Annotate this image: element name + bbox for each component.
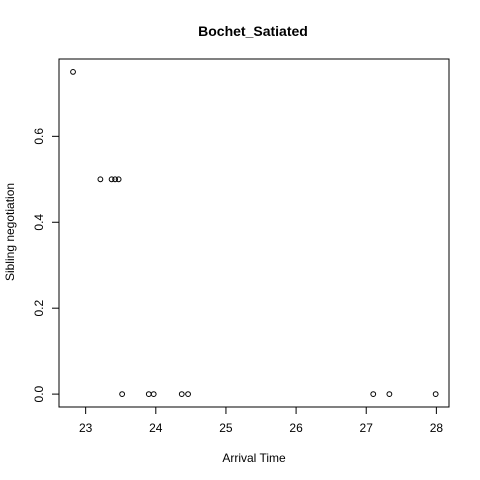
data-point	[150, 391, 157, 398]
data-point	[386, 391, 393, 398]
x-tick-label: 27	[360, 421, 374, 435]
x-tick-label: 28	[430, 421, 444, 435]
x-axis: 23 24 25 26 27 28	[79, 407, 443, 435]
y-axis-label: Sibling negotiation	[3, 183, 17, 281]
data-point	[432, 391, 439, 398]
y-tick-label: 0.4	[32, 214, 46, 231]
y-tick-label: 0.2	[32, 300, 46, 317]
data-point	[185, 391, 191, 398]
x-tick-label: 24	[149, 421, 163, 435]
data-point	[145, 391, 152, 398]
data-point	[370, 391, 377, 398]
data-point	[97, 176, 104, 183]
data-point	[178, 391, 185, 398]
chart-title: Bochet_Satiated	[198, 23, 308, 39]
x-axis-label: Arrival Time	[222, 451, 286, 465]
y-tick-label: 0.6	[32, 128, 46, 145]
data-points	[70, 68, 439, 398]
x-tick-label: 23	[79, 421, 93, 435]
plot-frame	[58, 58, 450, 408]
x-tick-label: 25	[219, 421, 233, 435]
x-tick-label: 26	[289, 421, 303, 435]
y-axis: 0.0 0.2 0.4 0.6	[32, 128, 59, 402]
data-point	[108, 176, 115, 183]
data-point	[70, 68, 76, 75]
data-point	[115, 176, 122, 183]
data-point	[119, 391, 126, 398]
y-tick-label: 0.0	[32, 385, 46, 402]
data-point	[112, 176, 119, 183]
